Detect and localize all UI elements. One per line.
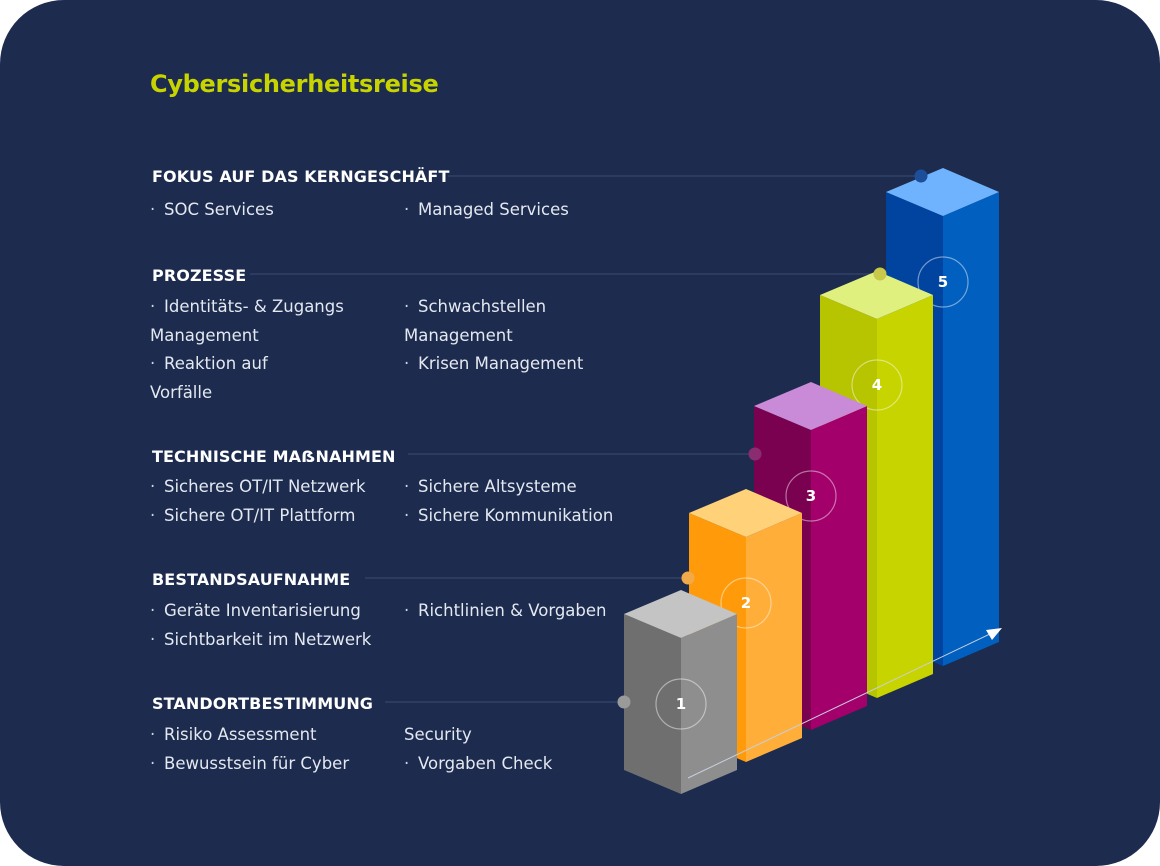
bullet-icon: · <box>404 200 410 219</box>
step-side-face <box>746 513 802 762</box>
bullet-icon: · <box>404 601 410 620</box>
bullet-icon: · <box>404 354 410 373</box>
step-top-face <box>624 590 737 638</box>
axis-line <box>687 632 993 779</box>
bullet-icon: · <box>404 477 410 496</box>
step-number-circle <box>785 470 837 522</box>
step-number: 4 <box>872 376 882 394</box>
bullet-icon: · <box>150 601 156 620</box>
list-item: · Sichtbarkeit im Netzwerk <box>150 625 371 654</box>
section-title-standortbestimmung: STANDORTBESTIMMUNG <box>152 694 374 713</box>
list-item: · Bewusstsein für Cyber <box>150 749 349 778</box>
list-item-continuation: Management <box>404 326 513 345</box>
step-side-face <box>811 406 867 730</box>
list-item: · Krisen Management <box>404 349 583 378</box>
list-item-continuation: Management <box>150 326 259 345</box>
step-number-circle <box>851 359 903 411</box>
step-number-circle <box>917 256 969 308</box>
diagram-title: Cybersicherheitsreise <box>150 70 439 98</box>
list-item: · Sichere OT/IT Plattform <box>150 501 355 530</box>
list-item: · Reaktion auf <box>150 349 268 378</box>
list-item-continuation: Vorfälle <box>150 383 213 402</box>
bullet-icon: · <box>150 630 156 649</box>
bullet-icon: · <box>404 506 410 525</box>
step-side-face <box>681 614 737 794</box>
bullet-icon: · <box>150 200 156 219</box>
step-side-face <box>877 295 933 698</box>
list-item: · Identitäts- & Zugangs <box>150 292 344 321</box>
list-item: · Sichere Altsysteme <box>404 472 577 501</box>
step-top-face <box>754 382 867 430</box>
section-title-technische-massnahmen: TECHNISCHE MAẞNAHMEN <box>152 447 396 466</box>
step-block-1: 1 <box>624 590 737 794</box>
bullet-icon: · <box>404 754 410 773</box>
section-title-bestandsaufnahme: BESTANDSAUFNAHME <box>152 570 351 589</box>
step-number: 2 <box>741 594 751 612</box>
list-item: · Sicheres OT/IT Netzwerk <box>150 472 366 501</box>
bullet-icon: · <box>150 754 156 773</box>
bullet-icon: · <box>150 506 156 525</box>
bullet-icon: · <box>150 354 156 373</box>
connector-dot <box>681 571 695 585</box>
section-title-kerngeschaeft: FOKUS AUF DAS KERNGESCHÄFT <box>152 167 450 186</box>
section-title-prozesse: PROZESSE <box>152 266 247 285</box>
connector-dot <box>617 695 631 709</box>
connector-dot <box>748 447 762 461</box>
bullet-icon: · <box>404 297 410 316</box>
step-front-face <box>624 614 681 794</box>
list-item: · Richtlinien & Vorgaben <box>404 596 607 625</box>
list-item-continuation: Security <box>404 725 472 744</box>
list-item: · Geräte Inventarisierung <box>150 596 361 625</box>
list-item: · SOC Services <box>150 195 274 224</box>
list-item: · Sichere Kommunikation <box>404 501 613 530</box>
list-item: · Managed Services <box>404 195 569 224</box>
step-top-face <box>886 168 999 216</box>
arrow-head-icon <box>986 628 1002 640</box>
step-number: 3 <box>806 487 816 505</box>
step-top-face <box>689 489 802 537</box>
step-top-face <box>820 271 933 319</box>
list-item: · Schwachstellen <box>404 292 546 321</box>
bullet-icon: · <box>150 725 156 744</box>
list-item: · Vorgaben Check <box>404 749 552 778</box>
step-number: 1 <box>676 695 686 713</box>
step-number: 5 <box>938 273 948 291</box>
bullet-icon: · <box>150 297 156 316</box>
list-item: · Risiko Assessment <box>150 720 317 749</box>
connector-dot <box>914 169 928 183</box>
step-side-face <box>943 192 999 666</box>
bullet-icon: · <box>150 477 156 496</box>
step-number-circle <box>720 577 772 629</box>
step-number-circle <box>655 678 707 730</box>
connector-dot <box>873 267 887 281</box>
